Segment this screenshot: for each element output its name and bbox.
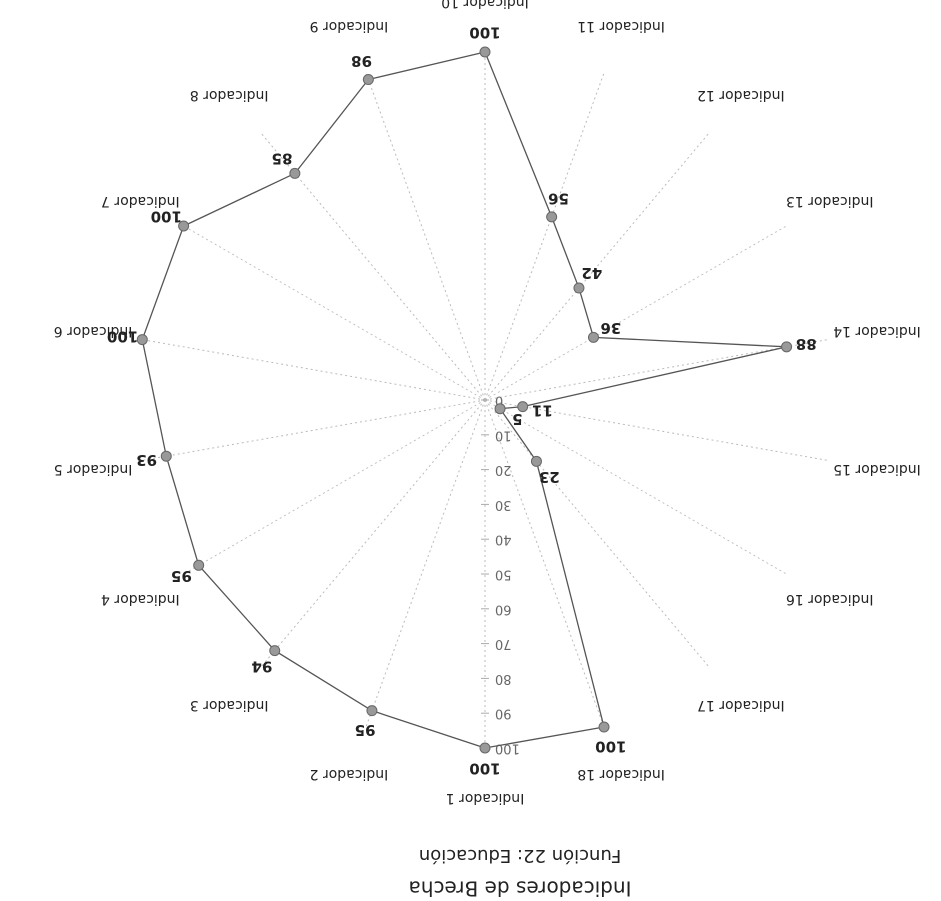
category-label: Indicador 12 <box>697 87 785 103</box>
value-label: 88 <box>796 335 817 353</box>
spoke <box>142 399 486 461</box>
point <box>362 74 374 86</box>
value-label: 100 <box>469 760 500 778</box>
point <box>587 331 599 343</box>
value-label: 95 <box>171 567 192 585</box>
spoke <box>183 225 486 401</box>
point <box>479 46 491 58</box>
chart-title: Indicadores de Brecha <box>409 877 632 901</box>
spoke <box>365 72 486 401</box>
tick-label: 70 <box>495 636 512 651</box>
value-label: 95 <box>355 721 376 739</box>
value-label: 5 <box>512 410 522 428</box>
value-label: 85 <box>272 150 293 168</box>
point <box>160 450 172 462</box>
category-label: Indicador 15 <box>833 461 921 477</box>
spoke <box>260 133 486 401</box>
category-label: Indicador 2 <box>310 766 389 782</box>
point <box>193 559 205 571</box>
category-label: Indicador 5 <box>54 461 133 477</box>
category-label: Indicador 13 <box>786 193 874 209</box>
value-label: 56 <box>548 190 569 208</box>
point <box>479 742 491 754</box>
category-label: Indicador 3 <box>190 697 269 713</box>
tick-label: 30 <box>495 497 512 512</box>
point <box>494 403 506 415</box>
category-label: Indicador 7 <box>101 193 180 209</box>
tick-label: 90 <box>495 706 512 721</box>
value-label: 94 <box>251 657 272 675</box>
point <box>573 282 585 294</box>
point <box>546 211 558 223</box>
spoke <box>484 133 710 401</box>
category-label: Indicador 14 <box>833 323 921 339</box>
value-label: 93 <box>136 451 157 469</box>
tick-label: 60 <box>495 601 512 616</box>
tick-label: 40 <box>495 532 512 547</box>
spoke <box>260 399 486 667</box>
point <box>781 341 793 353</box>
value-label: 23 <box>539 468 560 486</box>
value-label: 100 <box>595 737 626 755</box>
point <box>366 705 378 717</box>
value-label: 100 <box>107 328 138 346</box>
spoke <box>365 399 486 728</box>
tick-label: 0 <box>495 393 503 408</box>
category-label: Indicador 8 <box>190 87 269 103</box>
category-label: Indicador 17 <box>697 697 785 713</box>
point <box>289 167 301 179</box>
category-label: Indicador 4 <box>101 591 180 607</box>
value-label: 100 <box>151 208 182 226</box>
value-label: 11 <box>532 402 553 420</box>
category-label: Indicador 9 <box>310 18 389 34</box>
radar-line <box>141 51 787 749</box>
spoke <box>142 339 486 401</box>
value-label: 36 <box>600 319 621 337</box>
spoke <box>484 399 787 575</box>
category-label: Indicador 16 <box>786 591 874 607</box>
category-label: Indicador 1 <box>446 790 525 806</box>
point <box>178 220 190 232</box>
spoke <box>484 399 605 728</box>
spoke <box>484 399 710 667</box>
spoke <box>183 399 486 575</box>
point <box>598 721 610 733</box>
category-label: Indicador 11 <box>577 18 665 34</box>
tick-label: 80 <box>495 671 512 686</box>
tick-label: 100 <box>495 741 520 756</box>
value-label: 42 <box>581 264 602 282</box>
tick-label: 20 <box>495 462 512 477</box>
spoke <box>484 225 787 401</box>
value-label: 100 <box>469 24 500 42</box>
point <box>517 401 529 413</box>
value-label: 98 <box>351 52 372 70</box>
category-label: Indicador 10 <box>441 0 529 10</box>
category-label: Indicador 6 <box>54 323 133 339</box>
spoke <box>484 72 605 401</box>
category-label: Indicador 18 <box>577 766 665 782</box>
chart-subtitle: Función 22: Educación <box>419 845 621 866</box>
tick-label: 50 <box>495 567 512 582</box>
point <box>269 645 281 657</box>
chart-body: Indicadores de Brecha Función 22: Educac… <box>54 0 921 901</box>
tick-label: 10 <box>495 427 512 442</box>
point <box>530 455 542 467</box>
point <box>136 334 148 346</box>
